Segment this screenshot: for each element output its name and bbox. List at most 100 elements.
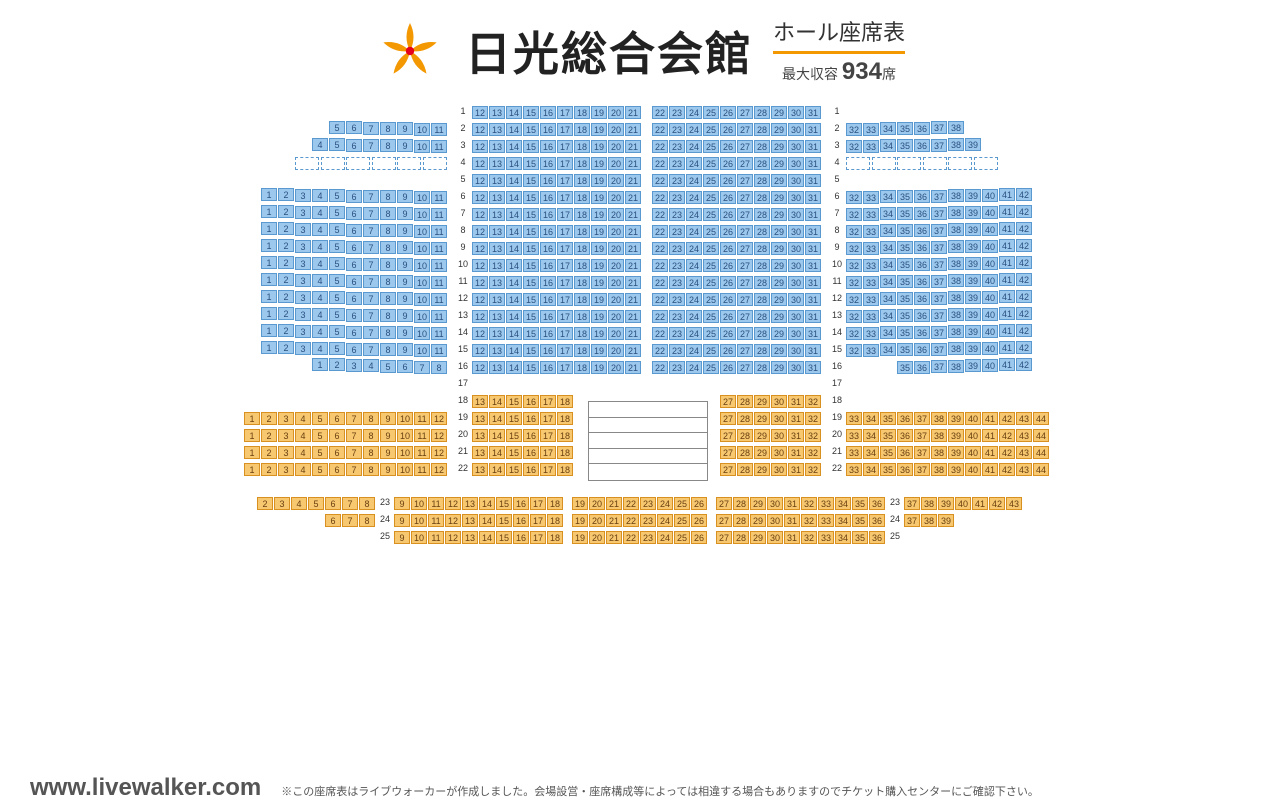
row-label: 17 bbox=[456, 378, 470, 388]
seat: 6 bbox=[346, 258, 362, 271]
seat: 38 bbox=[948, 189, 964, 202]
seat: 2 bbox=[261, 412, 277, 425]
seat: 10 bbox=[414, 276, 430, 289]
seat: 18 bbox=[574, 344, 590, 357]
seat: 39 bbox=[965, 189, 981, 202]
seat: 13 bbox=[472, 412, 488, 425]
seat: 39 bbox=[965, 257, 981, 270]
seat: 26 bbox=[720, 276, 736, 289]
seat-empty bbox=[897, 157, 921, 170]
seat: 5 bbox=[380, 360, 396, 373]
seat: 1 bbox=[312, 358, 328, 371]
seat-empty bbox=[397, 157, 421, 170]
seat: 11 bbox=[431, 123, 447, 136]
seat: 19 bbox=[591, 242, 607, 255]
seat: 18 bbox=[557, 463, 573, 476]
seat: 27 bbox=[716, 514, 732, 527]
seat: 30 bbox=[767, 514, 783, 527]
seat: 37 bbox=[931, 139, 947, 152]
seat: 24 bbox=[686, 259, 702, 272]
seat: 20 bbox=[608, 344, 624, 357]
seat: 16 bbox=[540, 276, 556, 289]
seat: 28 bbox=[754, 310, 770, 323]
row-label: 4 bbox=[830, 157, 844, 167]
seat-empty bbox=[923, 157, 947, 170]
seat: 8 bbox=[380, 326, 396, 339]
seat: 4 bbox=[312, 138, 328, 151]
seat: 19 bbox=[572, 514, 588, 527]
seat: 33 bbox=[863, 293, 879, 306]
seat: 16 bbox=[513, 497, 529, 510]
seat: 29 bbox=[771, 344, 787, 357]
seat: 11 bbox=[431, 225, 447, 238]
seat: 10 bbox=[414, 123, 430, 136]
seat: 43 bbox=[1016, 463, 1032, 476]
seat: 6 bbox=[329, 446, 345, 459]
seat: 25 bbox=[674, 514, 690, 527]
seat: 35 bbox=[852, 514, 868, 527]
seat: 13 bbox=[489, 361, 505, 374]
seat: 15 bbox=[506, 463, 522, 476]
seat: 30 bbox=[788, 344, 804, 357]
seat: 34 bbox=[880, 190, 896, 203]
seat: 25 bbox=[703, 276, 719, 289]
seat: 22 bbox=[623, 514, 639, 527]
seat: 37 bbox=[931, 121, 947, 134]
seat: 28 bbox=[754, 259, 770, 272]
seat: 36 bbox=[914, 361, 930, 374]
seat: 26 bbox=[720, 123, 736, 136]
seat: 18 bbox=[557, 429, 573, 442]
seat: 9 bbox=[397, 343, 413, 356]
seat: 30 bbox=[788, 140, 804, 153]
seat: 25 bbox=[703, 140, 719, 153]
seat-empty bbox=[948, 157, 972, 170]
seat: 16 bbox=[540, 259, 556, 272]
seat: 16 bbox=[523, 446, 539, 459]
seat: 28 bbox=[733, 497, 749, 510]
seat: 2 bbox=[278, 256, 294, 269]
seat: 11 bbox=[431, 208, 447, 221]
seat: 42 bbox=[1016, 307, 1032, 320]
seat: 41 bbox=[999, 358, 1015, 371]
seat: 23 bbox=[640, 514, 656, 527]
seat: 9 bbox=[397, 207, 413, 220]
chart-subtitle: ホール座席表 bbox=[773, 15, 905, 54]
row-label: 8 bbox=[830, 225, 844, 235]
seat: 37 bbox=[914, 463, 930, 476]
seat: 16 bbox=[540, 157, 556, 170]
seat: 18 bbox=[547, 497, 563, 510]
seat: 34 bbox=[880, 309, 896, 322]
seat: 33 bbox=[846, 429, 862, 442]
seat: 16 bbox=[540, 344, 556, 357]
seat: 22 bbox=[652, 123, 668, 136]
seat: 26 bbox=[720, 174, 736, 187]
seat: 36 bbox=[914, 258, 930, 271]
seat: 15 bbox=[523, 344, 539, 357]
seat: 11 bbox=[431, 310, 447, 323]
seat: 3 bbox=[295, 206, 311, 219]
seat: 6 bbox=[346, 224, 362, 237]
seat: 7 bbox=[363, 122, 379, 135]
seat: 35 bbox=[897, 326, 913, 339]
seat: 7 bbox=[363, 309, 379, 322]
seat: 29 bbox=[771, 276, 787, 289]
seat: 13 bbox=[462, 497, 478, 510]
seat: 8 bbox=[363, 429, 379, 442]
seat: 26 bbox=[720, 242, 736, 255]
seat: 7 bbox=[346, 412, 362, 425]
seat: 24 bbox=[686, 123, 702, 136]
row-label: 24 bbox=[378, 514, 392, 524]
seat: 24 bbox=[657, 497, 673, 510]
seat: 15 bbox=[523, 361, 539, 374]
seat: 29 bbox=[771, 191, 787, 204]
seat: 3 bbox=[295, 291, 311, 304]
seat: 21 bbox=[625, 157, 641, 170]
seat: 43 bbox=[1016, 446, 1032, 459]
seat: 24 bbox=[686, 344, 702, 357]
seat: 9 bbox=[397, 139, 413, 152]
seat: 42 bbox=[1016, 273, 1032, 286]
seat: 18 bbox=[557, 412, 573, 425]
seat: 44 bbox=[1033, 446, 1049, 459]
seat: 15 bbox=[523, 259, 539, 272]
seat: 37 bbox=[914, 429, 930, 442]
